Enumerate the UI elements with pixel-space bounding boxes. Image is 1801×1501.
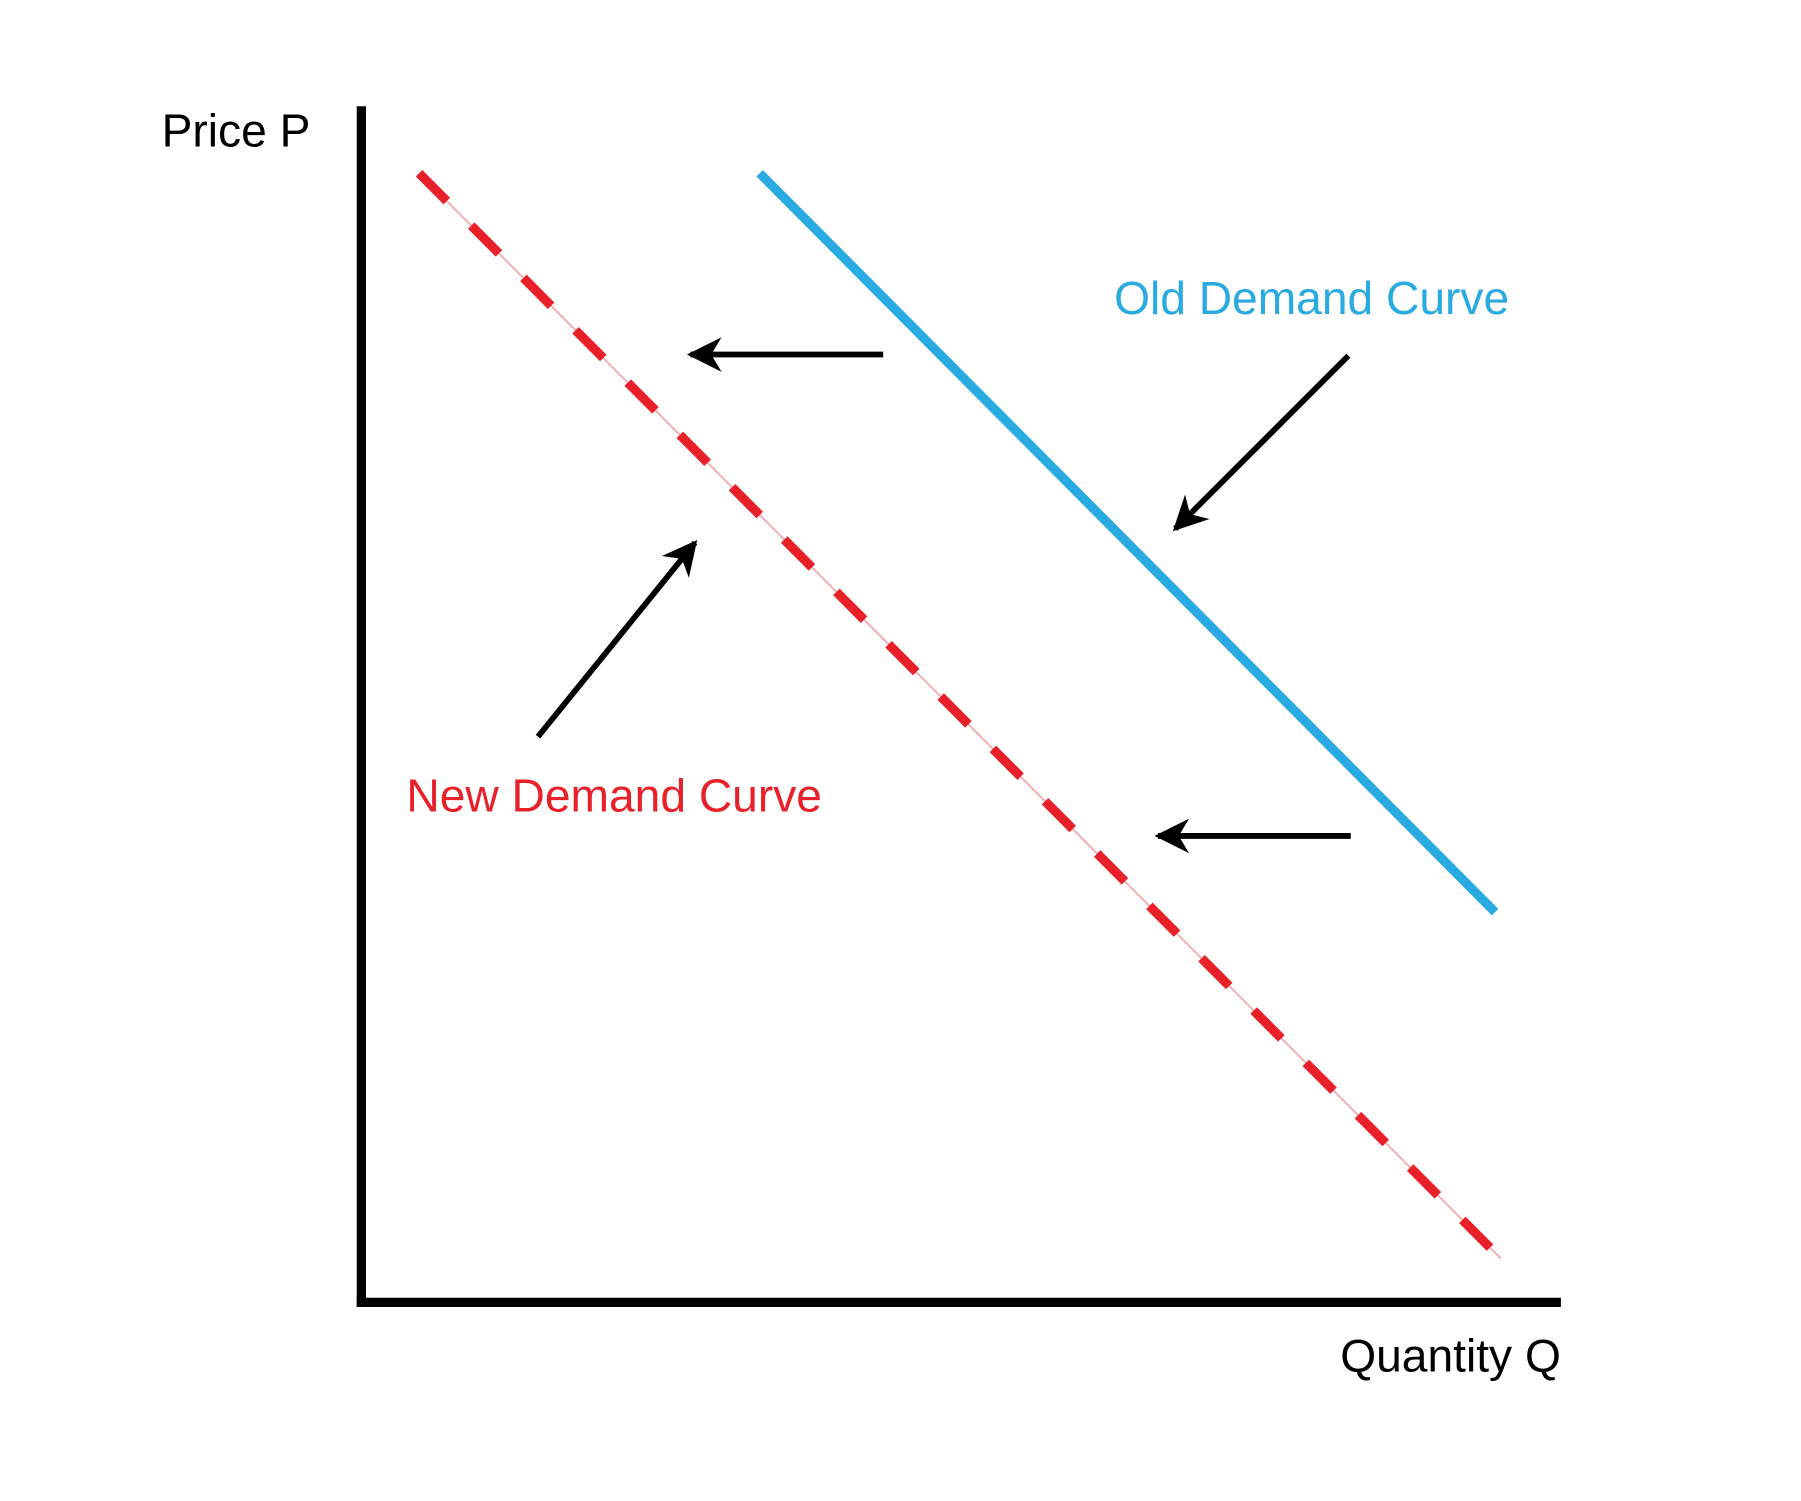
y-axis-label: Price P	[162, 105, 311, 157]
new-demand-curve	[415, 169, 1505, 1262]
new-curve-label: New Demand Curve	[406, 770, 822, 822]
arrows	[535, 337, 1351, 854]
label-arrow	[535, 540, 698, 739]
old-curve-label: Old Demand Curve	[1114, 272, 1509, 324]
label-arrow	[1172, 353, 1351, 532]
old-demand-curve	[756, 169, 1499, 916]
x-axis-label: Quantity Q	[1340, 1330, 1561, 1382]
